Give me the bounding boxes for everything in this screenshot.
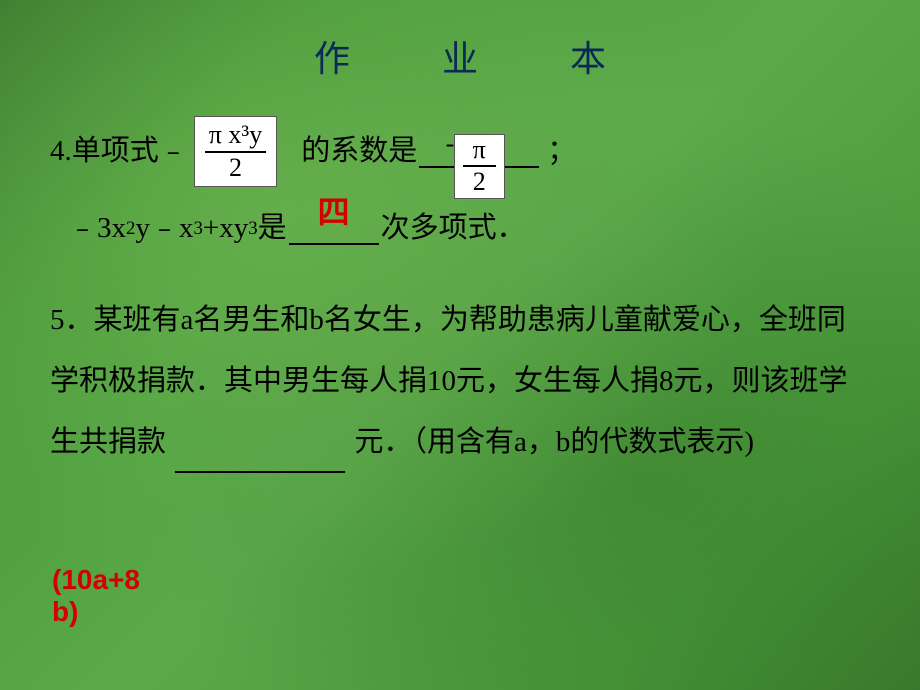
page-title: 作 业 本 (50, 30, 870, 82)
blank-2: 四 (289, 213, 379, 245)
q4-l2c: +xy (203, 201, 248, 256)
answer-1: - π 2 (448, 134, 511, 199)
blank-3 (175, 441, 345, 473)
q4-suffix1: ； (547, 124, 576, 179)
q4-mid1: 的系数是 (301, 124, 417, 179)
q4-l2d: 是 (258, 201, 287, 256)
ans1-frac: - π 2 (454, 134, 505, 199)
content-area: 4.单项式﹣ π x³y 2 的系数是 - π 2 ； (50, 116, 870, 473)
sup-3a: 3 (193, 211, 202, 247)
q4-prefix: 4.单项式﹣ (50, 124, 188, 179)
q4-l2a: ﹣3x (68, 201, 126, 256)
fraction-1: π x³y 2 (194, 116, 277, 187)
slide: 作 业 本 4.单项式﹣ π x³y 2 的系数是 - π 2 (0, 0, 920, 690)
frac1-num: π x³y (205, 121, 266, 153)
ans1-num: π (463, 136, 496, 168)
q4-l2b: y﹣x (135, 201, 193, 256)
question-5: 5．某班有a名男生和b名女生，为帮助患病儿童献爱心，全班同学积极捐款．其中男生每… (50, 290, 870, 473)
blank-1: - π 2 (419, 136, 539, 168)
answer-2: 四 (289, 182, 379, 243)
q4-line1: 4.单项式﹣ π x³y 2 的系数是 - π 2 ； (50, 116, 870, 187)
question-4: 4.单项式﹣ π x³y 2 的系数是 - π 2 ； (50, 116, 870, 256)
q4-l2e: 次多项式． (381, 201, 526, 256)
answer-3: (10a+8 b) (52, 564, 140, 628)
q4-line2: ﹣3x2 y﹣x3 +xy3 是 四 次多项式． (50, 201, 870, 256)
frac1-den: 2 (225, 153, 246, 183)
q5-text-b: 元．（用含有a，b的代数式表示) (355, 426, 755, 458)
answer-3-l1: (10a+8 (52, 564, 140, 596)
answer-3-l2: b) (52, 596, 140, 628)
ans1-den: 2 (469, 167, 490, 197)
sup-2a: 2 (126, 211, 135, 247)
sup-3b: 3 (248, 211, 257, 247)
ans1-neg: - (446, 130, 455, 159)
